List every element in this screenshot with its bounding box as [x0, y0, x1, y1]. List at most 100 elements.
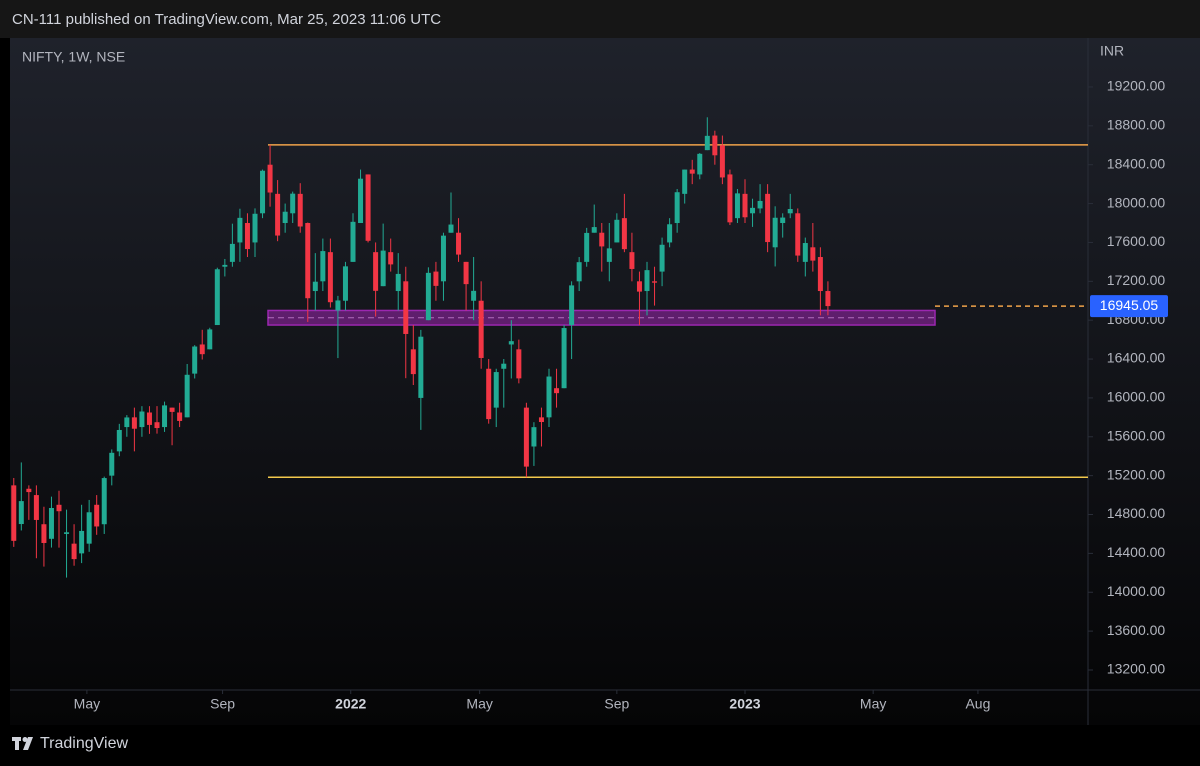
y-tick-label: 13200.00 [1107, 661, 1166, 677]
candle-body [222, 264, 228, 267]
candle-body [825, 291, 831, 307]
candle-body [765, 193, 771, 243]
y-tick-label: 15200.00 [1107, 466, 1166, 482]
candle-body [591, 227, 597, 233]
candle-body [787, 209, 793, 214]
candle-body [365, 174, 371, 241]
candle-body [478, 300, 484, 358]
candle-body [260, 170, 266, 214]
candle-body [229, 243, 235, 262]
candle-body [162, 405, 168, 428]
candle-body [734, 193, 740, 219]
y-tick-label: 14000.00 [1107, 583, 1166, 599]
y-tick-label: 17200.00 [1107, 272, 1166, 288]
candle-body [154, 422, 160, 429]
candle-body [290, 193, 296, 214]
candle-body [576, 262, 582, 282]
candle-body [358, 178, 364, 224]
candle-body [810, 247, 816, 261]
candle-body [124, 417, 130, 428]
candle-body [750, 207, 756, 214]
x-tick-label: May [466, 696, 492, 712]
candle-body [659, 244, 665, 272]
y-tick-label: 18000.00 [1107, 194, 1166, 210]
candle-body [742, 193, 748, 218]
candle-body [621, 218, 627, 250]
candle-body [320, 251, 326, 282]
candle-body [192, 346, 198, 374]
candle-body [569, 285, 575, 326]
y-tick-label: 18800.00 [1107, 117, 1166, 133]
candle-body [802, 243, 808, 262]
candle-body [652, 281, 658, 283]
y-tick-label: 13600.00 [1107, 622, 1166, 638]
candle-body [282, 211, 288, 224]
y-tick-label: 17600.00 [1107, 233, 1166, 249]
candle-body [516, 349, 522, 379]
candle-body [463, 261, 469, 285]
y-tick-label: 16000.00 [1107, 389, 1166, 405]
candle-body [523, 407, 529, 467]
candle-body [493, 372, 499, 408]
y-tick-label: 14800.00 [1107, 505, 1166, 521]
candle-body [817, 257, 823, 292]
candle-body [131, 417, 137, 429]
y-tick-label: 19200.00 [1107, 78, 1166, 94]
candle-body [335, 300, 341, 311]
candle-body [275, 193, 281, 236]
candle-body [554, 388, 560, 394]
last-price-box [1090, 295, 1168, 318]
brand: TradingView [40, 735, 128, 752]
candle-body [682, 169, 688, 194]
candle-body [486, 368, 492, 420]
x-tick-label: Aug [965, 696, 990, 712]
candle-body [116, 429, 122, 452]
candle-body [418, 336, 424, 398]
candle-body [177, 412, 183, 421]
candle-body [342, 266, 348, 301]
candle-body [79, 530, 85, 554]
x-tick-label: May [860, 696, 886, 712]
candle-body [327, 252, 333, 303]
candle-body [757, 200, 763, 209]
candle-body [425, 272, 431, 321]
candle-body [199, 344, 205, 355]
candle-body [599, 232, 605, 247]
x-tick-label: 2022 [335, 696, 366, 712]
candle-body [456, 232, 462, 255]
x-tick-label: Sep [604, 696, 629, 712]
x-tick-label: May [74, 696, 100, 712]
candle-body [244, 223, 250, 250]
candle-body [297, 193, 303, 227]
candle-body [531, 427, 537, 447]
candle-body [214, 269, 220, 326]
candle-body [606, 248, 612, 262]
candle-body [64, 532, 70, 534]
candle-body [727, 174, 733, 223]
candle-body [94, 504, 100, 527]
y-tick-label: 18400.00 [1107, 155, 1166, 171]
candle-body [674, 192, 680, 224]
candle-body [433, 271, 439, 286]
candle-body [395, 273, 401, 292]
candle-body [109, 452, 115, 476]
candle-body [410, 349, 416, 375]
candle-body [614, 219, 620, 243]
header-bar [0, 0, 1200, 38]
candle-body [644, 270, 650, 292]
y-tick-label: 14400.00 [1107, 544, 1166, 560]
candle-body [388, 252, 394, 265]
candle-body [584, 232, 590, 262]
candle-body [184, 374, 190, 418]
currency: INR [1100, 43, 1124, 59]
candle-body [312, 281, 318, 292]
candle-body [546, 376, 552, 418]
candle-body [689, 169, 695, 174]
candle-body [440, 235, 446, 282]
candle-body [86, 512, 92, 544]
candle-body [373, 252, 379, 291]
candle-body [169, 407, 175, 412]
logo [12, 737, 33, 750]
header-text: CN-111 published on TradingView.com, Mar… [12, 11, 441, 28]
